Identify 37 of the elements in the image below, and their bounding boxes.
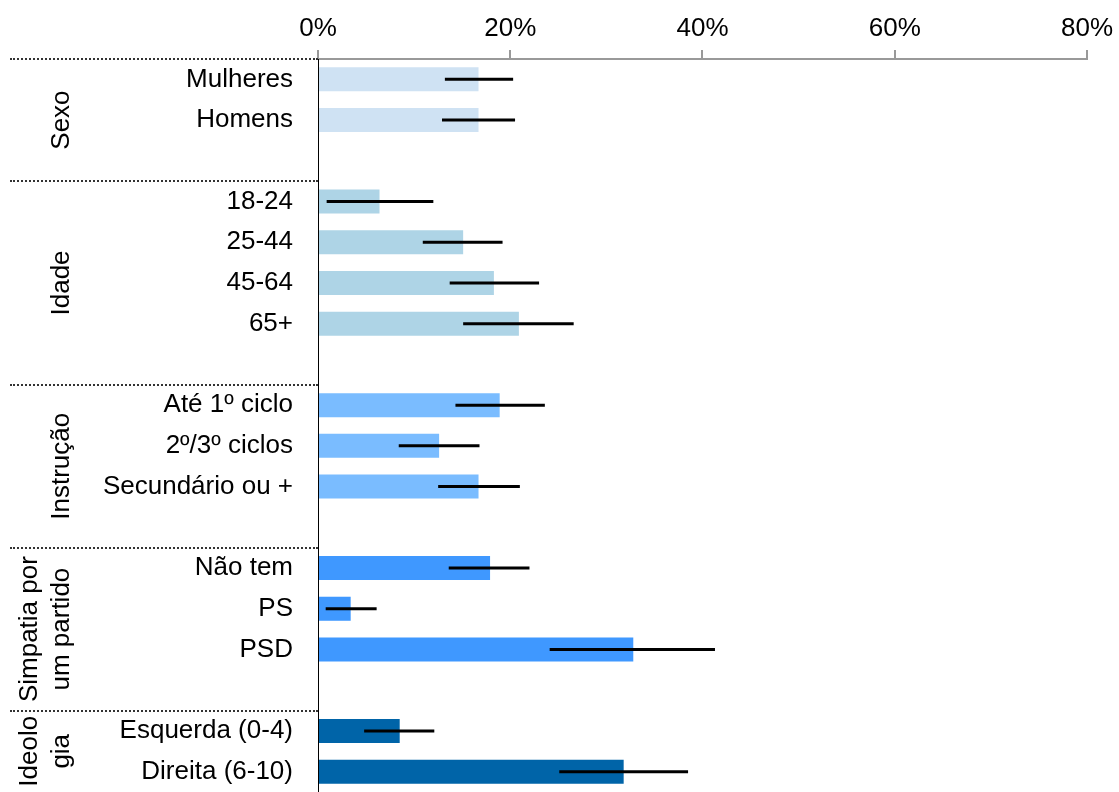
bar bbox=[319, 556, 491, 581]
x-tick-label: 20% bbox=[484, 11, 537, 42]
text: Sexo bbox=[45, 90, 76, 150]
y-tick-label: Direita (6-10) bbox=[141, 754, 293, 785]
y-tick-label: Mulheres bbox=[186, 62, 293, 93]
bar bbox=[319, 596, 351, 621]
y-tick-label: PS bbox=[258, 591, 293, 622]
y-tick-label: Secundário ou + bbox=[102, 469, 293, 500]
bar bbox=[319, 108, 479, 133]
bar bbox=[319, 311, 519, 336]
bar bbox=[319, 67, 479, 92]
y-tick-label: Esquerda (0-4) bbox=[119, 714, 293, 745]
text: Simpatia por um partido bbox=[13, 555, 76, 703]
y-tick-label: Homens bbox=[196, 103, 293, 134]
y-tick-label: 65+ bbox=[248, 306, 293, 337]
bar bbox=[319, 759, 624, 784]
y-tick-label: 25-44 bbox=[226, 225, 293, 256]
y-tick-label: 2º/3º ciclos bbox=[165, 429, 293, 460]
y-tick-label: Até 1º ciclo bbox=[163, 388, 293, 419]
bar bbox=[319, 270, 494, 295]
bar bbox=[319, 433, 440, 458]
text: Instrução bbox=[45, 412, 76, 520]
text: Ideologia bbox=[13, 715, 76, 787]
bar bbox=[319, 230, 464, 255]
y-tick-label: Não tem bbox=[194, 551, 293, 582]
x-tick-label: 0% bbox=[299, 11, 337, 42]
y-tick-label: PSD bbox=[239, 632, 293, 663]
x-tick-label: 60% bbox=[868, 11, 921, 42]
bar bbox=[319, 718, 400, 743]
bar bbox=[319, 637, 634, 662]
y-tick-label: 18-24 bbox=[226, 184, 293, 215]
bar bbox=[319, 393, 500, 418]
x-tick-label: 40% bbox=[676, 11, 729, 42]
bar bbox=[319, 474, 479, 499]
x-tick-label: 80% bbox=[1060, 11, 1113, 42]
y-tick-label: 45-64 bbox=[226, 266, 293, 297]
text: Idade bbox=[45, 250, 76, 316]
